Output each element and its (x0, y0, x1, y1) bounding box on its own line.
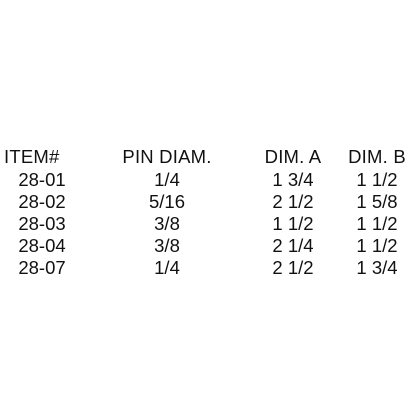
header-item: ITEM# (4, 146, 60, 167)
cell-item: 28-07 (18, 257, 66, 278)
cell-dim-a: 2 1/2 (272, 257, 314, 278)
spec-table: ITEM# PIN DIAM. DIM. A DIM. B 28-01 1/4 … (0, 145, 418, 279)
header-dim-a: DIM. A (264, 146, 322, 167)
table-row: 28-04 3/8 2 1/4 1 1/2 (0, 235, 418, 257)
table-row: 28-07 1/4 2 1/2 1 3/4 (0, 257, 418, 279)
table-row: 28-01 1/4 1 3/4 1 1/2 (0, 169, 418, 191)
cell-pin-diam: 1/4 (154, 169, 180, 190)
header-pin-diam: PIN DIAM. (122, 146, 212, 167)
table-row: 28-02 5/16 2 1/2 1 5/8 (0, 191, 418, 213)
cell-dim-a: 2 1/2 (272, 191, 314, 212)
cell-dim-b: 1 1/2 (356, 213, 398, 234)
cell-dim-a: 1 1/2 (272, 213, 314, 234)
header-dim-b: DIM. B (348, 146, 406, 167)
cell-dim-b: 1 5/8 (356, 191, 398, 212)
header-row: ITEM# PIN DIAM. DIM. A DIM. B (0, 145, 418, 169)
cell-item: 28-04 (18, 235, 66, 256)
cell-item: 28-03 (18, 213, 66, 234)
cell-dim-b: 1 3/4 (356, 257, 398, 278)
cell-pin-diam: 5/16 (148, 191, 185, 212)
cell-dim-b: 1 1/2 (356, 169, 398, 190)
cell-pin-diam: 3/8 (154, 213, 180, 234)
cell-pin-diam: 3/8 (154, 235, 180, 256)
cell-dim-a: 1 3/4 (272, 169, 314, 190)
cell-pin-diam: 1/4 (154, 257, 180, 278)
cell-item: 28-02 (18, 191, 66, 212)
cell-dim-b: 1 1/2 (356, 235, 398, 256)
table-header: ITEM# PIN DIAM. DIM. A DIM. B (0, 145, 418, 169)
cell-dim-a: 2 1/4 (272, 235, 314, 256)
table-body: 28-01 1/4 1 3/4 1 1/2 28-02 5/16 2 1/2 1… (0, 169, 418, 279)
table-row: 28-03 3/8 1 1/2 1 1/2 (0, 213, 418, 235)
cell-item: 28-01 (18, 169, 66, 190)
